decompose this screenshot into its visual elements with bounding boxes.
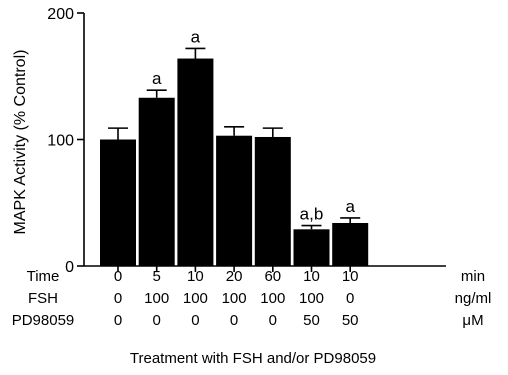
treatment-row-label: Time: [27, 268, 60, 285]
treatment-unit: ng/ml: [455, 290, 492, 307]
y-axis-label: MAPK Activity (% Control): [12, 50, 29, 235]
treatment-row-label: PD98059: [12, 312, 75, 329]
treatment-cell: 100: [222, 290, 247, 307]
treatment-cell: 0: [346, 290, 354, 307]
treatment-cell: 5: [153, 268, 161, 285]
significance-label: a: [345, 197, 355, 216]
bar: [254, 136, 291, 266]
treatment-cell: 100: [299, 290, 324, 307]
treatment-cell: 0: [114, 312, 122, 329]
bar: [332, 222, 369, 266]
treatment-cell: 0: [114, 268, 122, 285]
bar: [216, 135, 253, 266]
significance-label: a,b: [300, 205, 324, 224]
treatment-cell: 0: [269, 312, 277, 329]
treatment-unit: μM: [462, 312, 483, 329]
plot-area: 0 100 200 a a a,b a Time 0 5 10 20 60 10 10 min FSH 0 100 1…: [12, 6, 492, 329]
significance-label: a: [152, 69, 162, 88]
treatment-cell: 0: [153, 312, 161, 329]
treatment-cell: 100: [183, 290, 208, 307]
treatment-cell: 20: [226, 268, 243, 285]
treatment-cell: 0: [230, 312, 238, 329]
treatment-row-label: FSH: [28, 290, 58, 307]
y-tick-label: 0: [65, 259, 74, 276]
y-tick-label: 200: [47, 6, 74, 23]
treatment-cell: 10: [187, 268, 204, 285]
treatment-cell: 100: [260, 290, 285, 307]
treatment-unit: min: [461, 268, 485, 285]
treatment-cell: 10: [303, 268, 320, 285]
treatment-cell: 0: [114, 290, 122, 307]
significance-label: a: [191, 27, 201, 46]
bar: [293, 229, 330, 266]
treatment-cell: 100: [144, 290, 169, 307]
treatment-cell: 0: [191, 312, 199, 329]
treatment-cell: 10: [342, 268, 359, 285]
treatment-cell: 60: [264, 268, 281, 285]
bar: [177, 58, 214, 266]
x-axis-label: Treatment with FSH and/or PD98059: [130, 350, 376, 367]
y-tick-label: 100: [47, 133, 74, 150]
bar: [100, 139, 136, 266]
treatment-cell: 50: [342, 312, 359, 329]
treatment-cell: 50: [303, 312, 320, 329]
bar: [138, 97, 175, 266]
